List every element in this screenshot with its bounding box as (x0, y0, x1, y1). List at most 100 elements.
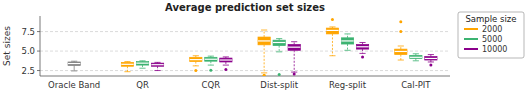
cap-low (139, 68, 145, 69)
cap-low (124, 71, 130, 72)
flier (429, 64, 432, 67)
cap-low (398, 60, 404, 61)
flier (224, 68, 227, 71)
cap-low (428, 61, 434, 62)
box-body (190, 57, 202, 61)
whisker-low (362, 49, 363, 53)
box-body (273, 40, 285, 45)
cap-high (154, 62, 160, 63)
legend-frame (458, 12, 524, 58)
flier (263, 74, 266, 76)
y-tick-label: 2.5 (21, 66, 35, 76)
flier (293, 73, 296, 76)
box (356, 42, 368, 58)
median (273, 42, 285, 43)
median (425, 58, 437, 59)
whisker-low (264, 45, 265, 73)
box-body (136, 62, 148, 66)
cap-high (344, 33, 350, 34)
x-tick-label: Oracle Band (48, 80, 100, 90)
box-body (258, 37, 270, 45)
whisker-low (142, 65, 143, 68)
x-tick-label: CQR (202, 80, 221, 90)
y-axis-label: Set sizes (2, 26, 12, 66)
whisker-low (157, 66, 158, 70)
cap-high (139, 60, 145, 61)
box-body (121, 62, 133, 66)
cap-high (291, 41, 297, 42)
legend-title: Sample size (465, 14, 516, 24)
box (258, 30, 270, 76)
flier (361, 55, 364, 58)
median (356, 46, 368, 47)
box-body (410, 55, 422, 58)
flier (194, 69, 197, 72)
grid-line (40, 31, 450, 32)
box (220, 57, 232, 71)
cap-high (428, 54, 434, 55)
box (68, 61, 80, 71)
box (288, 42, 300, 76)
median (121, 64, 133, 65)
box-body (341, 38, 353, 44)
whisker-low (195, 62, 196, 66)
box (121, 62, 133, 72)
median (190, 59, 202, 60)
median (136, 63, 148, 64)
y-tick (37, 51, 40, 52)
box-body (220, 58, 232, 62)
cap-low (154, 70, 160, 71)
whisker-low (400, 55, 401, 60)
flier (399, 20, 402, 23)
flier (263, 74, 266, 76)
cap-high (193, 55, 199, 56)
cap-low (208, 65, 214, 66)
median (205, 59, 217, 60)
title: Average prediction set sizes (165, 2, 325, 13)
flier (278, 73, 281, 76)
whisker-high (294, 42, 295, 45)
box-body (151, 63, 163, 66)
cap-high (413, 53, 419, 54)
median (326, 30, 338, 31)
whisker-low (74, 65, 75, 70)
box-body (288, 44, 300, 50)
flier (209, 69, 212, 72)
box (205, 56, 217, 72)
grid-line (40, 70, 450, 71)
x-tick-label: Reg-split (329, 80, 367, 90)
cap-low (329, 55, 335, 56)
box (136, 61, 148, 68)
box (410, 54, 422, 61)
cap-low (276, 51, 282, 52)
flier (331, 18, 334, 21)
whisker-high (347, 34, 348, 38)
legend-label: 5000 (482, 35, 502, 44)
y-tick-label: 7.5 (21, 27, 35, 37)
box (326, 18, 338, 56)
box (341, 34, 353, 50)
box-body (356, 44, 368, 49)
legend-swatch (464, 28, 478, 30)
cap-low (223, 65, 229, 66)
legend-swatch (464, 38, 478, 40)
median (220, 59, 232, 60)
median (151, 64, 163, 65)
cap-high (261, 30, 267, 31)
whisker-low (127, 66, 128, 71)
whisker-low (332, 34, 333, 56)
cap-low (261, 72, 267, 73)
box (425, 55, 437, 67)
box-body (68, 62, 80, 66)
box (273, 39, 285, 76)
median (395, 51, 407, 52)
box-body (326, 28, 338, 34)
cap-low (193, 65, 199, 66)
box-body (395, 49, 407, 54)
median (258, 40, 270, 41)
cap-high (359, 42, 365, 43)
median (341, 40, 353, 41)
legend-label: 2000 (482, 25, 502, 34)
y-tick (37, 70, 40, 71)
whisker-low (279, 46, 280, 52)
